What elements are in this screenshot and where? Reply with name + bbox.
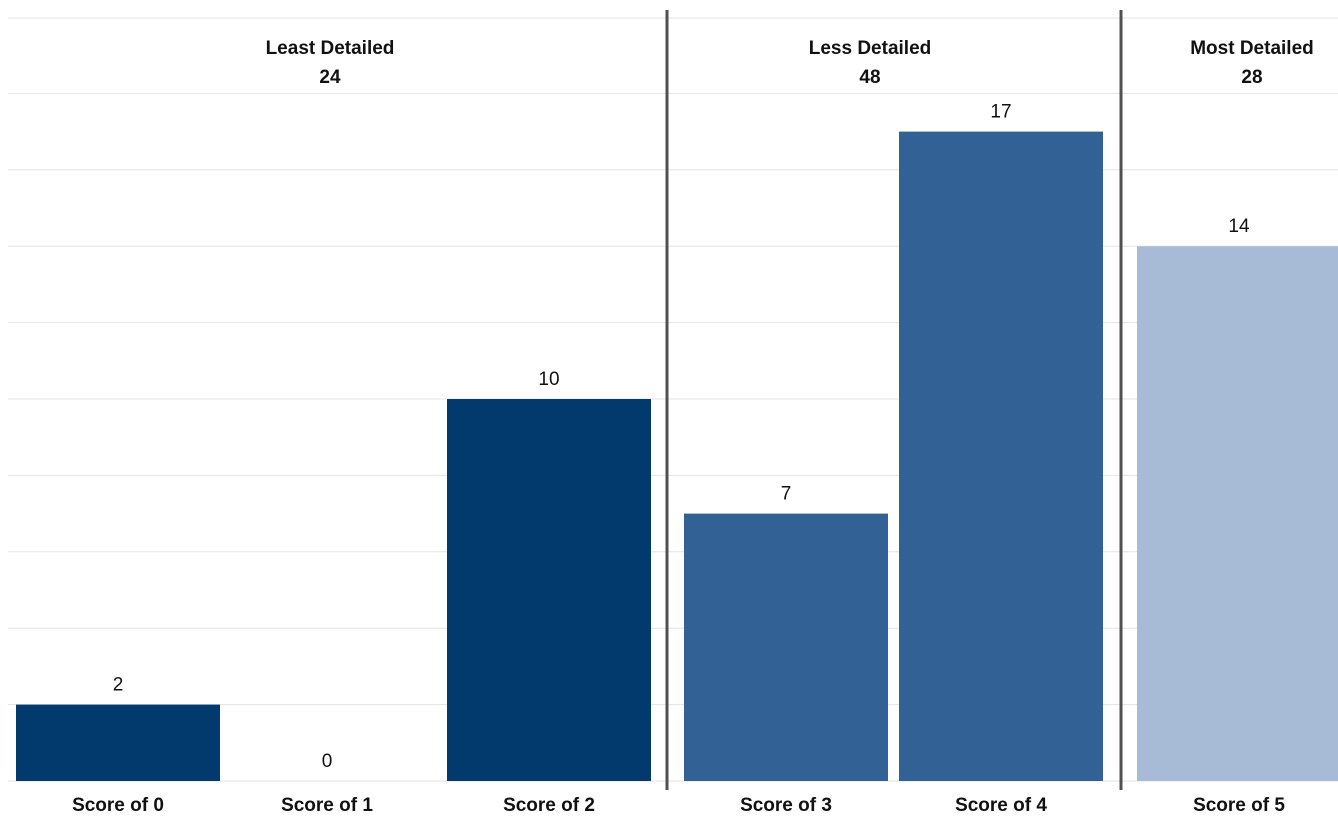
data-label: 0 — [322, 751, 333, 772]
group-name: Less Detailed — [809, 38, 932, 59]
category-label: Score of 1 — [281, 795, 373, 816]
bar — [1137, 246, 1338, 781]
bar — [16, 704, 220, 781]
category-label: Score of 3 — [740, 795, 832, 816]
data-label: 2 — [113, 675, 124, 696]
data-label: 14 — [1228, 216, 1250, 237]
bar — [899, 131, 1103, 782]
data-label: 17 — [990, 102, 1011, 123]
labels: 2 Score of 0 0 Score of 1 10 Score of 2 7 Score… — [72, 38, 1314, 816]
category-label: Score of 2 — [503, 795, 595, 816]
gridlines — [8, 17, 1338, 782]
group-total: 24 — [319, 67, 341, 88]
bars — [16, 131, 1338, 782]
category-label: Score of 5 — [1193, 795, 1285, 816]
bar — [447, 399, 651, 781]
group-dividers — [665, 10, 1123, 790]
data-label: 10 — [538, 369, 559, 390]
group-name: Least Detailed — [266, 38, 395, 59]
group-total: 28 — [1241, 67, 1262, 88]
group-total: 48 — [859, 67, 880, 88]
group-name: Most Detailed — [1190, 38, 1314, 59]
data-label: 7 — [781, 484, 792, 505]
bar — [684, 513, 888, 781]
category-label: Score of 0 — [72, 795, 164, 816]
category-label: Score of 4 — [955, 795, 1047, 816]
